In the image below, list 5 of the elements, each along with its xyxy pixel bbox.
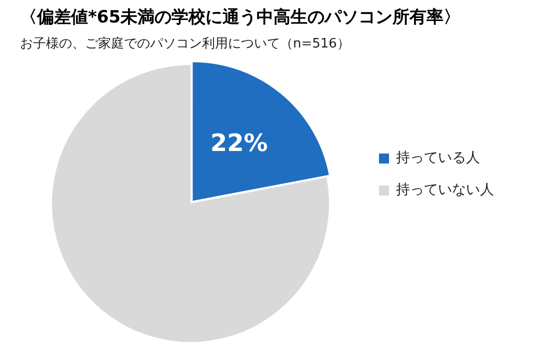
- legend-label: 持っていない人: [396, 182, 494, 198]
- chart-title: 〈偏差値*65未満の学校に通う中高生のパソコン所有率〉: [20, 8, 461, 28]
- chart-subtitle: お子様の、ご家庭でのパソコン利用について（n=516）: [20, 36, 350, 52]
- data-label: 22%: [210, 128, 268, 157]
- legend-label: 持っている人: [396, 150, 480, 166]
